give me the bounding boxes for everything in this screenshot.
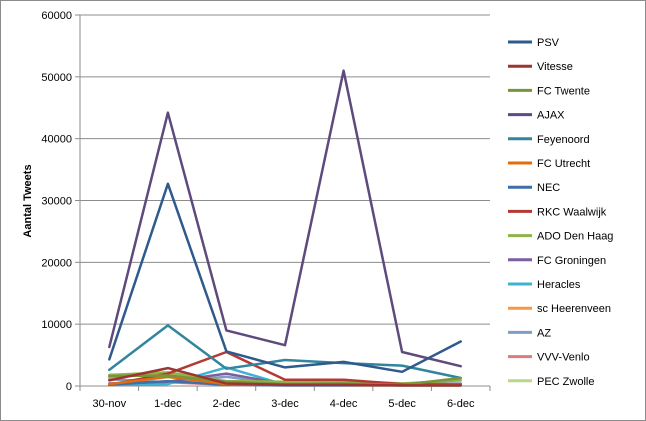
legend-label: ADO Den Haag <box>537 231 613 243</box>
x-tick-label: 5-dec <box>388 398 416 410</box>
legend-label: RKC Waalwijk <box>537 206 607 218</box>
legend-item: ADO Den Haag <box>508 231 613 243</box>
y-tick-label: 30000 <box>41 196 72 208</box>
legend-item: AJAX <box>508 110 565 122</box>
y-tick-labels: 0 10000 20000 30000 40000 50000 60000 <box>41 10 72 393</box>
legend-label: sc Heerenveen <box>537 303 611 315</box>
y-tick-label: 10000 <box>41 319 72 331</box>
legend-item: Feyenoord <box>508 134 590 146</box>
legend-label: AZ <box>537 327 551 339</box>
legend-item: NEC <box>508 182 560 194</box>
legend-label: VVV-Venlo <box>537 352 590 364</box>
x-tick-label: 1-dec <box>154 398 182 410</box>
axes <box>75 14 491 391</box>
y-tick-label: 40000 <box>41 134 72 146</box>
y-tick-label: 60000 <box>41 10 72 22</box>
legend-item: PSV <box>508 37 560 49</box>
legend-label: FC Groningen <box>537 255 606 267</box>
y-tick-label: 50000 <box>41 72 72 84</box>
gridlines <box>80 14 490 325</box>
x-tick-labels: 30-nov 1-dec 2-dec 3-dec 4-dec 5-dec 6-dec <box>92 398 474 410</box>
legend-item: AZ <box>508 327 551 339</box>
legend-item: VVV-Venlo <box>508 352 590 364</box>
legend-label: AJAX <box>537 110 565 122</box>
legend-label: Heracles <box>537 279 581 291</box>
legend-item: FC Twente <box>508 85 590 97</box>
series-line <box>108 182 462 374</box>
legend-item: Heracles <box>508 279 581 291</box>
legend-label: PSV <box>537 37 560 49</box>
legend-item: FC Groningen <box>508 255 606 267</box>
x-tick-label: 6-dec <box>447 398 475 410</box>
series-line <box>108 324 462 380</box>
legend: PSV Vitesse FC Twente AJAX Feyenoord FC Utrec… <box>508 37 613 388</box>
legend-item: sc Heerenveen <box>508 303 611 315</box>
legend-label: FC Twente <box>537 85 590 97</box>
legend-item: PEC Zwolle <box>508 376 594 388</box>
x-tick-label: 4-dec <box>330 398 358 410</box>
series-lines <box>108 69 462 387</box>
y-tick-label: 0 <box>66 381 72 393</box>
legend-label: NEC <box>537 182 560 194</box>
x-tick-label: 3-dec <box>271 398 299 410</box>
series-line <box>108 69 462 368</box>
y-axis-label: Aantal Tweets <box>22 164 34 237</box>
series-line <box>108 366 462 387</box>
x-tick-label: 2-dec <box>213 398 241 410</box>
legend-label: PEC Zwolle <box>537 376 594 388</box>
legend-label: Vitesse <box>537 61 573 73</box>
x-tick-label: 30-nov <box>92 398 126 410</box>
legend-item: Vitesse <box>508 61 573 73</box>
legend-item: RKC Waalwijk <box>508 206 607 218</box>
y-tick-label: 20000 <box>41 257 72 269</box>
legend-label: FC Utrecht <box>537 158 590 170</box>
legend-label: Feyenoord <box>537 134 590 146</box>
legend-item: FC Utrecht <box>508 158 590 170</box>
